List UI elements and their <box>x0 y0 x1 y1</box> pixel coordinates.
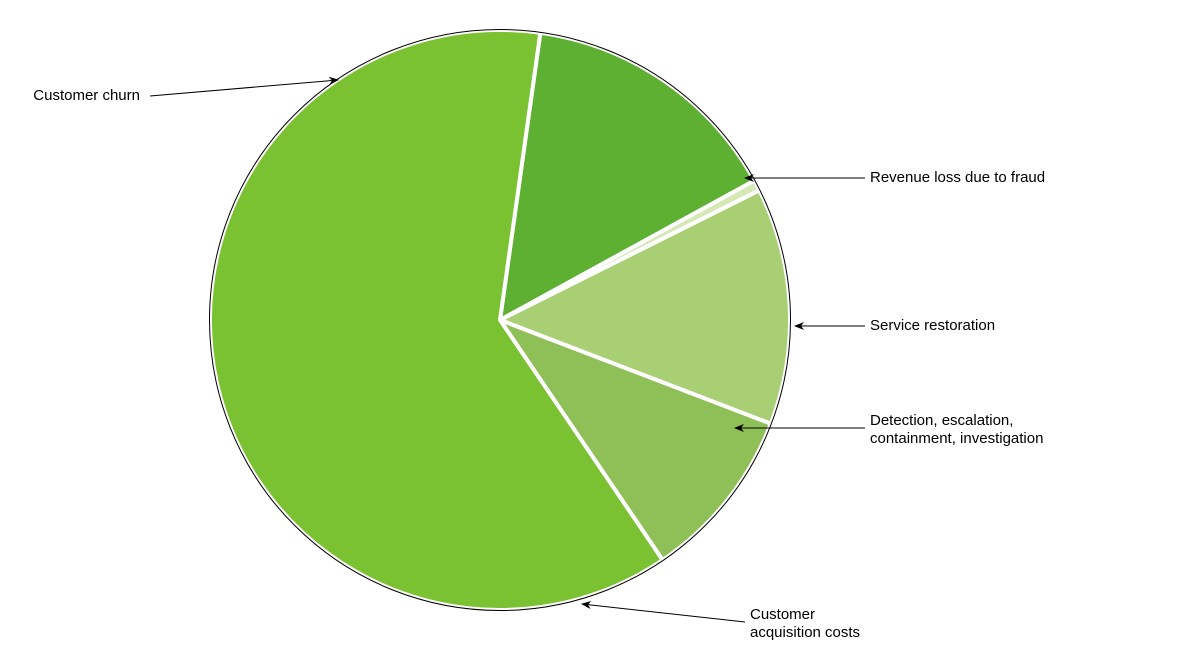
slice-label: Detection, escalation,containment, inves… <box>870 412 1043 447</box>
leader-arrow <box>582 604 745 622</box>
pie-chart: Revenue loss due to fraud Service restora… <box>0 0 1200 660</box>
leader-arrow <box>150 80 338 96</box>
slice-label: Customeracquisition costs <box>750 606 860 641</box>
slice-label: Customer churn <box>33 87 140 104</box>
slice-label: Service restoration <box>870 317 995 334</box>
slice-label: Revenue loss due to fraud <box>870 169 1045 186</box>
